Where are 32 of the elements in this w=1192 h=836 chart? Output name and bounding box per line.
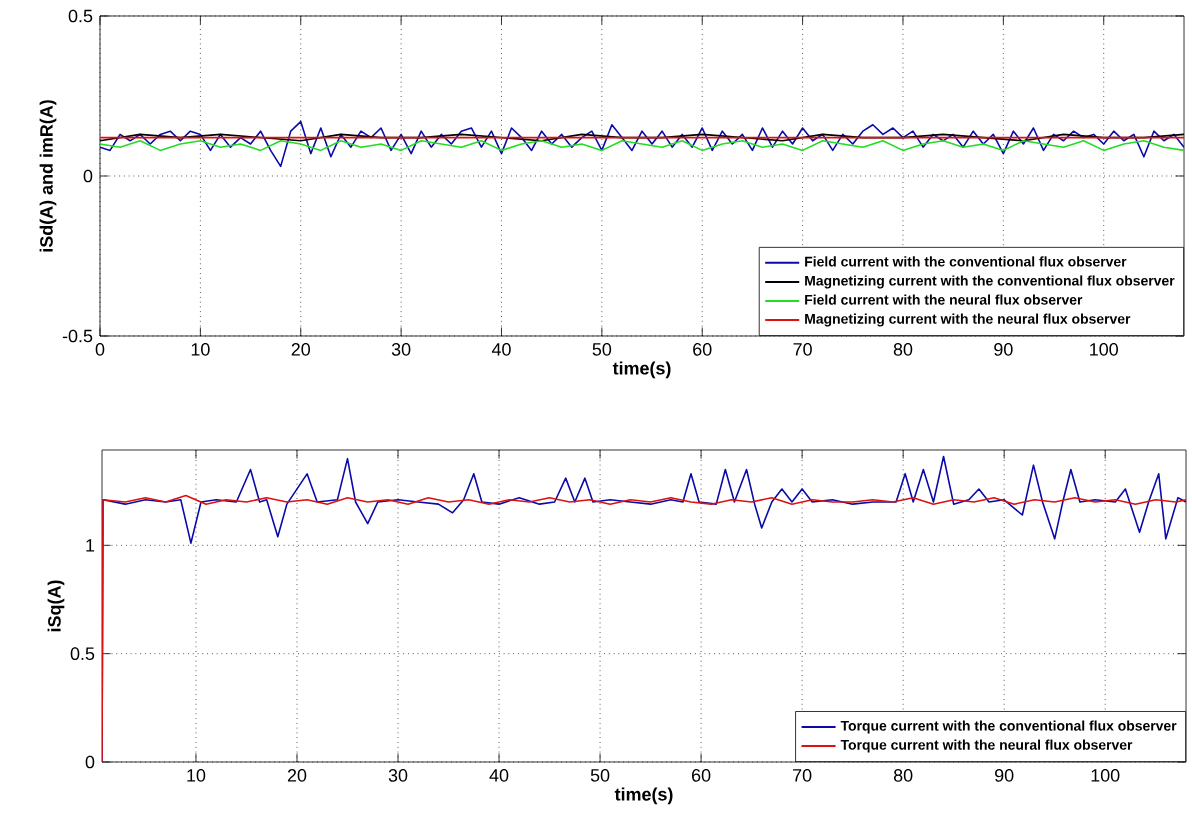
x-tick-label: 80 — [893, 343, 913, 356]
x-tick-label: 50 — [592, 343, 612, 356]
x-tick-label: 30 — [388, 769, 408, 782]
y-tick-label: 1 — [86, 539, 95, 552]
line-series — [100, 120, 1185, 168]
x-tick-label: 30 — [391, 343, 411, 356]
x-tick-label: 100 — [1091, 769, 1120, 782]
x-tick-label: 10 — [191, 343, 210, 356]
x-tick-label: 20 — [287, 769, 307, 782]
x-axis-title: time(s) — [614, 787, 673, 805]
y-tick-label: 0.5 — [70, 647, 95, 661]
x-tick-label: 90 — [994, 343, 1013, 356]
x-tick-label: 20 — [291, 343, 311, 356]
x-tick-label: 0 — [95, 343, 105, 356]
x-tick-label: 80 — [893, 769, 913, 782]
x-tick-label: 50 — [590, 769, 610, 782]
x-tick-label: 40 — [491, 343, 511, 356]
y-tick-label: 0 — [85, 755, 95, 769]
x-tick-label: 60 — [692, 769, 711, 782]
x-axis-title: time(s) — [612, 361, 671, 379]
x-tick-label: 40 — [489, 769, 509, 782]
x-tick-label: 70 — [793, 343, 812, 356]
y-tick-label: -0.5 — [62, 329, 93, 343]
x-tick-label: 90 — [995, 769, 1014, 782]
x-tick-label: 60 — [693, 343, 712, 356]
y-tick-label: 0.5 — [68, 9, 93, 23]
x-tick-label: 10 — [187, 769, 206, 782]
x-tick-label: 100 — [1090, 343, 1118, 356]
y-axis-title: iSq(A) — [47, 580, 65, 632]
y-axis-title: iSd(A) and imR(A) — [39, 100, 57, 252]
y-tick-label: 0 — [83, 169, 93, 183]
x-tick-label: 70 — [793, 769, 812, 782]
